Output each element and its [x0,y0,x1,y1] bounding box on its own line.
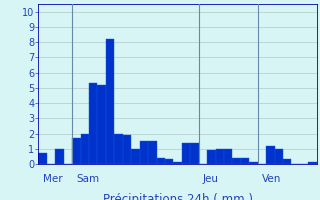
Bar [249,162,258,164]
Bar [232,158,241,164]
Bar [38,153,47,164]
Bar [190,143,199,164]
Bar [266,146,275,164]
Bar [55,149,64,164]
Bar [89,83,98,164]
Bar [123,135,131,164]
Bar [156,158,165,164]
Bar [114,134,123,164]
Bar [173,162,182,164]
Text: Jeu: Jeu [203,174,219,184]
Bar [275,149,283,164]
Bar [182,143,190,164]
Bar [140,141,148,164]
Text: Précipitations 24h ( mm ): Précipitations 24h ( mm ) [103,193,252,200]
Bar [106,39,114,164]
Bar [72,138,81,164]
Bar [207,150,216,164]
Bar [224,149,232,164]
Text: Mer: Mer [43,174,62,184]
Bar [165,159,173,164]
Bar [241,158,249,164]
Bar [283,159,292,164]
Bar [308,162,317,164]
Bar [216,149,224,164]
Text: Sam: Sam [76,174,100,184]
Bar [81,134,89,164]
Bar [98,85,106,164]
Bar [131,149,140,164]
Text: Ven: Ven [262,174,281,184]
Bar [148,141,156,164]
